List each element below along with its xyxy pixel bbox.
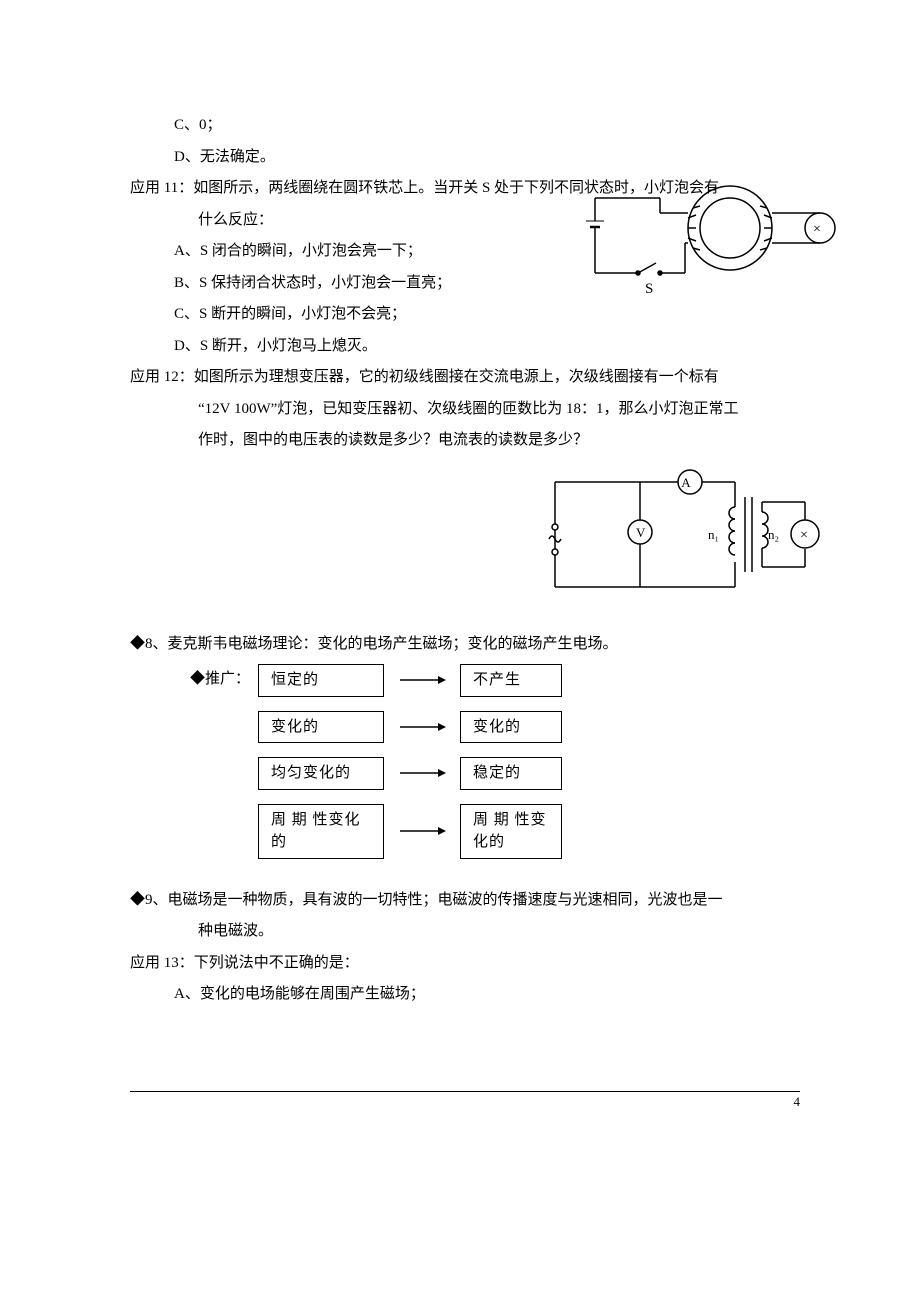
q10-option-c: C、0；	[130, 110, 800, 142]
point9-line1: ◆9、电磁场是一种物质，具有波的一切特性；电磁波的传播速度与光速相同，光波也是一	[130, 885, 800, 917]
point8-sub-label: ◆推广：	[130, 660, 250, 696]
q12-bulb-mark: ×	[800, 528, 808, 543]
point8-title: ◆8、麦克斯韦电磁场理论：变化的电场产生磁场；变化的磁场产生电场。	[130, 629, 800, 661]
flow-box-left: 变化的	[258, 711, 384, 744]
q11-option-d: D、S 断开，小灯泡马上熄灭。	[130, 331, 800, 363]
flow-box-right: 变化的	[460, 711, 562, 744]
q13-stem: 应用 13：下列说法中不正确的是：	[130, 948, 800, 980]
flow-box-left: 均匀变化的	[258, 757, 384, 790]
q11-switch-label: S	[645, 281, 653, 297]
flow-box-left: 恒定的	[258, 664, 384, 697]
q12-n1-label: n₁	[708, 527, 719, 542]
arrow-icon	[398, 673, 446, 687]
page-content: C、0； D、无法确定。 应用 11：如图所示，两线圈绕在圆环铁芯上。当开关 S…	[0, 0, 920, 1051]
footer-rule	[130, 1091, 800, 1092]
flow-row: 变化的 变化的	[258, 711, 562, 744]
q12-figure: A V n₁ n₂ ×	[530, 457, 830, 617]
flow-box-right: 不产生	[460, 664, 562, 697]
q11-block: 应用 11：如图所示，两线圈绕在圆环铁芯上。当开关 S 处于下列不同状态时，小灯…	[130, 173, 800, 362]
q12-stem-line2: “12V 100W”灯泡，已知变压器初、次级线圈的匝数比为 18：1，那么小灯泡…	[130, 394, 800, 426]
arrow-icon	[398, 824, 446, 838]
flow-row: 均匀变化的 稳定的	[258, 757, 562, 790]
q11-bulb-mark: ×	[813, 222, 821, 237]
flow-row: 恒定的 不产生	[258, 664, 562, 697]
flow-box-right: 稳定的	[460, 757, 562, 790]
q12-ammeter-label: A	[681, 475, 691, 490]
point9-line2: 种电磁波。	[130, 916, 800, 948]
flow-diagram: 恒定的 不产生 变化的 变化的 均匀变化的 稳定的 周 期 性变化的 周 期 性…	[258, 664, 562, 873]
q10-option-d: D、无法确定。	[130, 142, 800, 174]
arrow-icon	[398, 720, 446, 734]
flow-box-left: 周 期 性变化的	[258, 804, 384, 859]
q12-stem-line1: 应用 12：如图所示为理想变压器，它的初级线圈接在交流电源上，次级线圈接有一个标…	[130, 362, 800, 394]
q12-voltmeter-label: V	[636, 525, 646, 540]
flow-row: 周 期 性变化的 周 期 性变化的	[258, 804, 562, 859]
q11-figure: × S	[560, 173, 840, 313]
q12-n2-label: n₂	[768, 527, 779, 542]
arrow-icon	[398, 766, 446, 780]
point8-extension: ◆推广： 恒定的 不产生 变化的 变化的 均匀变化的 稳定的 周 期 性变化的 …	[130, 660, 800, 873]
q12-stem-line3: 作时，图中的电压表的读数是多少？电流表的读数是多少？	[130, 425, 800, 457]
q12-figure-container: A V n₁ n₂ ×	[130, 457, 800, 617]
q13-option-a: A、变化的电场能够在周围产生磁场；	[130, 979, 800, 1011]
page-number: 4	[0, 1094, 920, 1110]
flow-box-right: 周 期 性变化的	[460, 804, 562, 859]
